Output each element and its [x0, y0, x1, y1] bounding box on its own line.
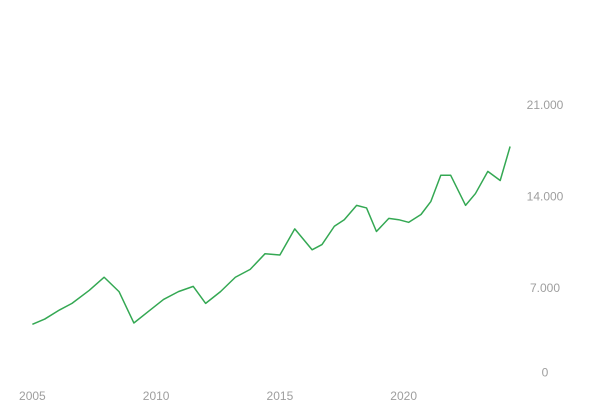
y-tick-label: 7.000 — [530, 281, 560, 295]
x-tick-label: 2005 — [19, 389, 46, 403]
x-tick-label: 2015 — [267, 389, 294, 403]
y-tick-label: 14.000 — [527, 190, 564, 204]
line — [32, 146, 511, 325]
y-tick-label: 0 — [542, 366, 549, 380]
x-tick-label: 2020 — [390, 389, 417, 403]
x-tick-label: 2010 — [143, 389, 170, 403]
y-tick-label: 21.000 — [527, 98, 564, 112]
